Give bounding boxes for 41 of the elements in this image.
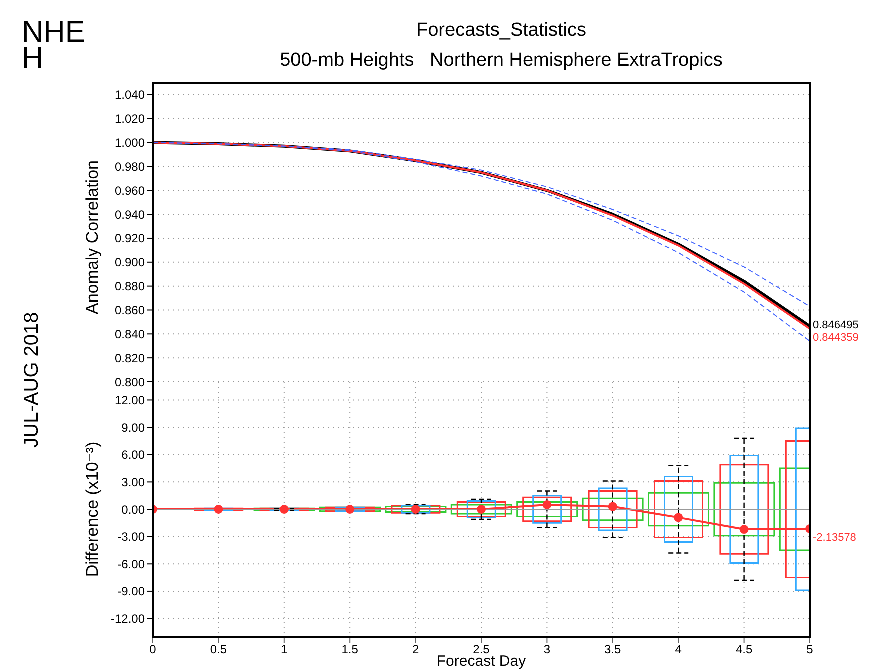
y-tick-label: 0.800	[114, 375, 146, 390]
y-tick-label: 0.960	[114, 184, 146, 198]
y-tick-label: 9.00	[122, 420, 146, 435]
data-label: 0.846495	[813, 319, 859, 332]
x-tick-label: 3.5	[604, 642, 622, 657]
x-tick-label: 1	[281, 642, 288, 657]
y-tick-label: 0.920	[114, 232, 146, 246]
x-tick-label: 0.5	[210, 642, 228, 657]
y-tick-label: 0.940	[114, 208, 146, 222]
y-tick-label: 0.900	[114, 256, 146, 270]
y-tick-label: 1.000	[114, 136, 146, 150]
y-tick-label: 3.00	[122, 475, 146, 490]
y-tick-label: 0.840	[114, 327, 146, 342]
y-tick-label: 1.020	[114, 112, 146, 126]
chart-subtitle: 500-mb Heights Northern Hemisphere ExtraTropics	[280, 50, 723, 71]
x-tick-label: 4.5	[736, 642, 753, 657]
chart-title: Forecasts_Statistics	[416, 20, 586, 41]
x-tick-label: 3	[544, 642, 551, 657]
y-axis-title: Difference (x10⁻³)	[83, 442, 102, 578]
data-label: -2.13578	[813, 532, 856, 544]
y-tick-label: -3.00	[118, 530, 146, 544]
y-tick-label: 1.040	[114, 88, 146, 102]
y-tick-label: 6.00	[122, 448, 146, 462]
y-tick-label: -6.00	[118, 557, 146, 572]
y-tick-label: -12.00	[110, 612, 146, 626]
text: H	[22, 42, 44, 75]
y-tick-label: -9.00	[118, 584, 146, 599]
y-tick-label: 0.00	[122, 502, 146, 517]
x-tick-label: 5	[806, 642, 814, 657]
text: JUL-AUG 2018	[21, 312, 43, 448]
y-tick-label: 0.820	[114, 351, 146, 366]
y-tick-label: 12.00	[114, 393, 146, 408]
y-tick-label: 0.980	[114, 160, 146, 174]
x-tick-label: 2	[412, 642, 420, 657]
x-tick-label: 4	[675, 642, 682, 657]
x-tick-label: 1.5	[342, 642, 359, 657]
y-tick-label: 0.860	[114, 304, 146, 318]
y-tick-label: 0.880	[114, 280, 146, 294]
data-label: 0.844359	[813, 332, 859, 344]
y-axis-title: Anomaly Correlation	[83, 160, 102, 315]
x-tick-label: 0	[150, 642, 157, 657]
